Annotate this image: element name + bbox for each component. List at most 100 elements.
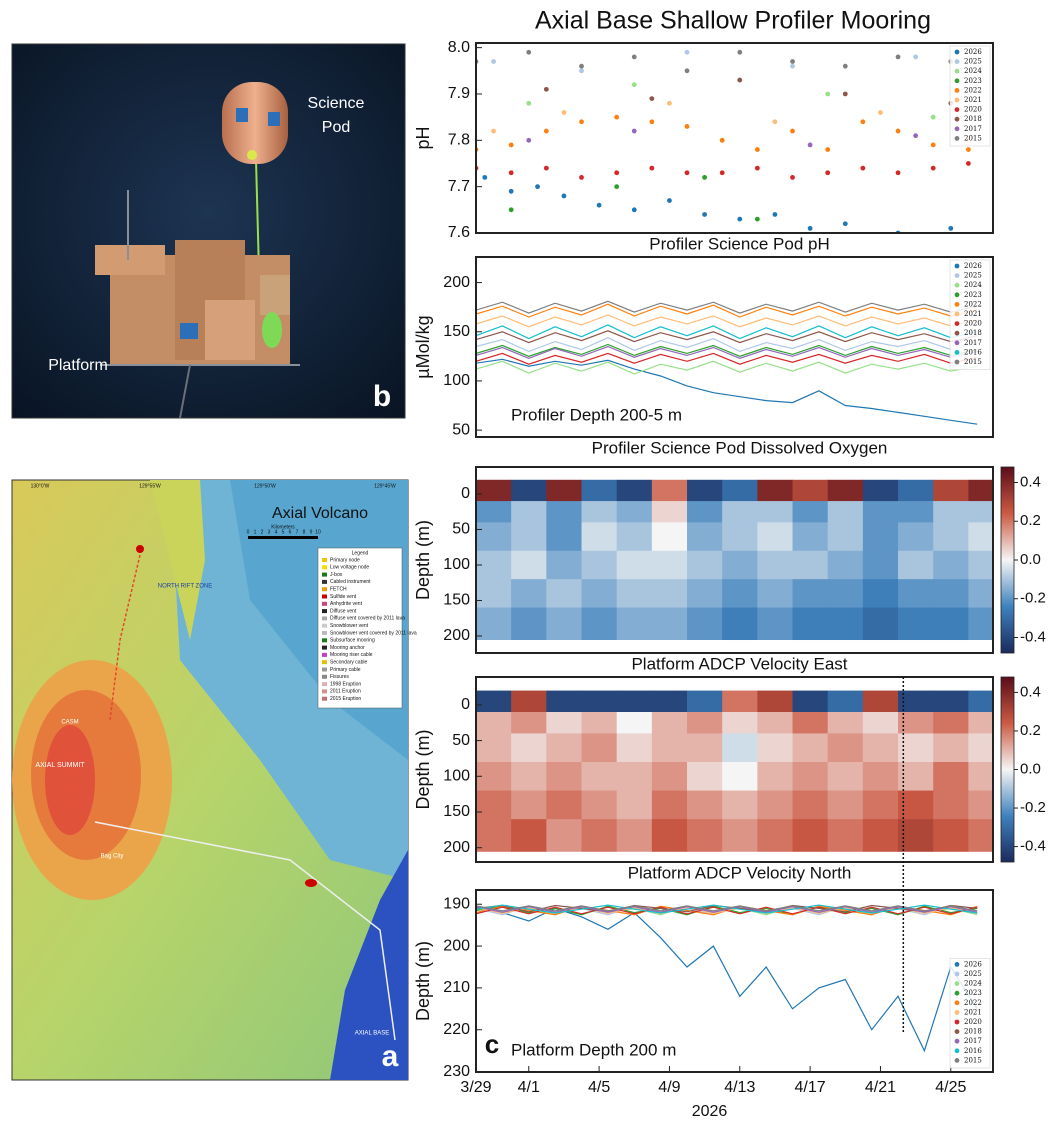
heat-cell	[722, 819, 758, 852]
point	[807, 142, 813, 148]
heat-cell	[792, 690, 829, 713]
legend-label: 2020	[964, 106, 982, 114]
plot-area	[476, 479, 993, 641]
point	[913, 133, 919, 139]
point	[878, 110, 883, 115]
heat-cell	[968, 819, 993, 852]
map-legend-label: Snowblower vent	[330, 623, 369, 629]
heat-cell	[511, 607, 547, 641]
heat-cell	[546, 790, 583, 820]
legend-label: 2024	[964, 980, 982, 988]
heat-cell	[651, 819, 688, 852]
y-axis-title: Depth (m)	[413, 729, 433, 809]
point	[825, 147, 831, 152]
map-legend-symbol	[322, 631, 327, 635]
heat-cell	[581, 733, 618, 763]
heat-cell	[722, 479, 758, 502]
legend-label: 2023	[964, 77, 982, 85]
heat-cell	[616, 712, 653, 734]
point	[684, 170, 690, 176]
x-tick-label: 4/25	[935, 1079, 966, 1096]
map-legend-symbol	[322, 609, 327, 614]
heat-cell	[792, 501, 829, 523]
y-tick-label: 150	[443, 592, 470, 609]
photo-label: Platform	[48, 357, 108, 374]
legend-swatch	[954, 1048, 960, 1054]
y-tick-label: 210	[443, 979, 470, 996]
point	[684, 49, 690, 55]
colorbar	[1000, 466, 1015, 654]
point	[631, 82, 637, 88]
y-tick-label: 200	[443, 839, 470, 856]
point	[895, 128, 901, 134]
legend-label: 2017	[964, 125, 982, 133]
heat-cell	[933, 579, 969, 609]
place-label: CASM	[61, 720, 78, 726]
legend-label: 2017	[964, 339, 982, 347]
y-axis-title: µMol/kg	[413, 315, 433, 378]
heat-cell	[546, 501, 583, 523]
heat-cell	[651, 501, 688, 523]
heat-cell	[511, 579, 547, 609]
point	[649, 119, 655, 125]
heat-cell	[792, 550, 829, 580]
heat-cell	[546, 712, 583, 734]
line	[476, 314, 978, 328]
heat-cell	[933, 479, 969, 502]
heat-cell	[476, 819, 512, 852]
heat-cell	[757, 579, 794, 609]
legend-label: 2025	[964, 970, 982, 978]
point	[754, 147, 760, 152]
heat-cell	[968, 607, 993, 641]
heat-cell	[581, 479, 618, 502]
heat-cell	[933, 733, 969, 763]
heat-cell	[933, 550, 969, 580]
heat-cell	[722, 790, 758, 820]
point	[948, 225, 954, 231]
map-legend-label: 2011 Eruption	[330, 689, 361, 695]
point	[754, 165, 760, 171]
heat-cell	[616, 607, 653, 641]
heat-cell	[827, 479, 864, 502]
point	[579, 68, 584, 74]
scale-tick-label: 0	[247, 529, 250, 535]
legend-swatch	[954, 350, 960, 355]
x-tick-label: 4/17	[795, 1079, 826, 1096]
line	[476, 906, 978, 913]
point	[930, 165, 936, 171]
point	[482, 174, 488, 180]
point	[719, 170, 725, 176]
scale-label: Kilometers	[271, 524, 295, 530]
heat-cell	[546, 762, 583, 792]
point	[543, 128, 549, 134]
legend-label: 2017	[964, 1037, 982, 1045]
legend-label: 2016	[964, 1047, 982, 1055]
heat-cell	[687, 712, 723, 734]
point	[860, 119, 866, 125]
heat-cell	[651, 733, 688, 763]
legend-swatch	[954, 1029, 960, 1034]
point	[508, 142, 514, 148]
map-legend-symbol	[322, 587, 327, 592]
heat-cell	[511, 790, 547, 820]
heat-cell	[581, 690, 618, 713]
map-legend-symbol	[322, 579, 327, 584]
line	[476, 906, 978, 915]
summit-caldera	[45, 725, 95, 835]
chart-title: Platform ADCP Velocity North	[628, 863, 852, 882]
point	[543, 165, 549, 171]
legend-label: 2015	[964, 358, 982, 366]
map-legend-label: Subsurface mooring	[330, 638, 375, 644]
heat-cell	[862, 579, 899, 609]
heat-cell	[792, 819, 829, 852]
ridge	[150, 480, 205, 640]
legend-swatch	[954, 1038, 960, 1044]
heat-cell	[792, 762, 829, 792]
map-legend-symbol	[322, 660, 327, 665]
legend-swatch	[954, 1058, 960, 1063]
y-tick-label: 230	[443, 1063, 470, 1080]
heat-cell	[476, 607, 512, 641]
legend-swatch	[954, 340, 960, 346]
point	[930, 142, 936, 148]
point	[631, 128, 637, 134]
